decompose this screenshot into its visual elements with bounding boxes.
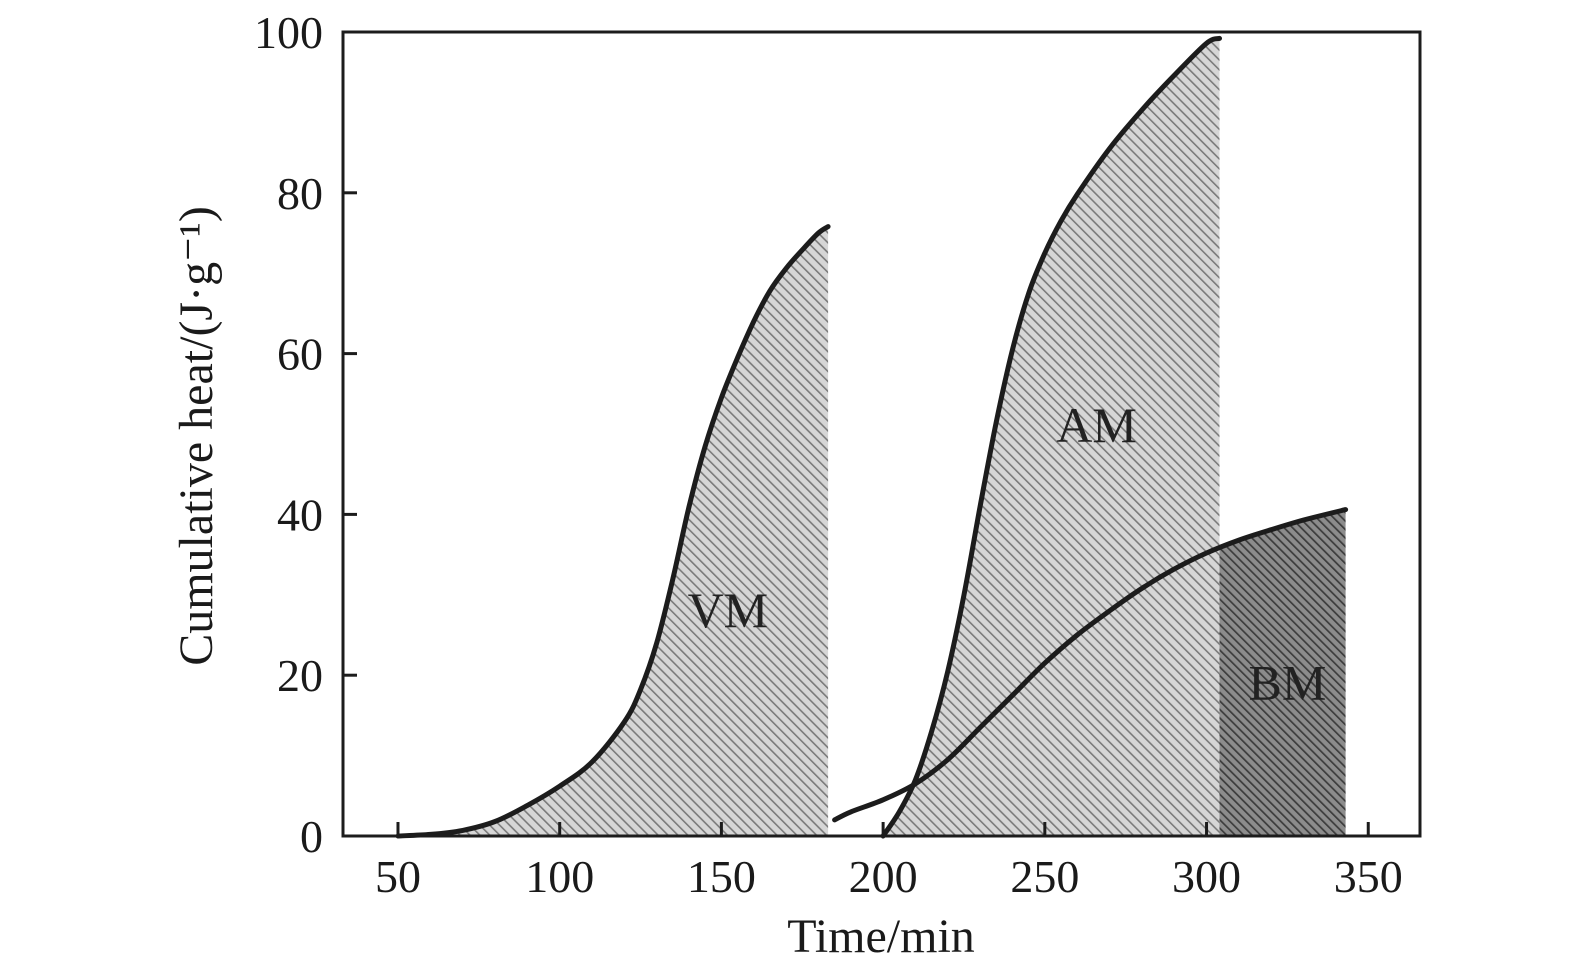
series-curves [395, 35, 1349, 839]
y-tick-label-0: 0 [300, 811, 323, 862]
y-tick-label-60: 60 [277, 329, 323, 380]
y-tick-label-20: 20 [277, 650, 323, 701]
y-axis-title: Cumulative heat/(J·g⁻¹) [170, 206, 223, 666]
area-am [883, 38, 1220, 836]
series-label-am: AM [1056, 397, 1137, 453]
filled-areas [398, 38, 1346, 837]
x-tick-label-150: 150 [687, 851, 756, 902]
series-label-vm: VM [688, 582, 769, 638]
x-tick-label-350: 350 [1334, 851, 1403, 902]
curve-bm [832, 507, 1349, 823]
curve-am [880, 35, 1222, 839]
y-tick-label-100: 100 [254, 7, 323, 58]
x-tick-label-100: 100 [525, 851, 594, 902]
y-tick-label-80: 80 [277, 168, 323, 219]
x-tick-label-200: 200 [849, 851, 918, 902]
x-axis: 50 100 150 200 250 300 350 [375, 822, 1403, 902]
x-tick-label-250: 250 [1010, 851, 1079, 902]
area-vm [398, 226, 829, 837]
y-tick-label-40: 40 [277, 489, 323, 540]
x-axis-title: Time/min [787, 910, 975, 963]
y-axis: 0 20 40 60 80 100 [254, 7, 357, 862]
curve-vm [395, 224, 831, 839]
area-bm-tail [1219, 509, 1346, 836]
x-tick-label-50: 50 [375, 851, 421, 902]
series-label-bm: BM [1248, 654, 1326, 710]
series-labels: VM AM BM [688, 397, 1327, 710]
plot-frame [341, 30, 1422, 838]
x-tick-label-300: 300 [1172, 851, 1241, 902]
